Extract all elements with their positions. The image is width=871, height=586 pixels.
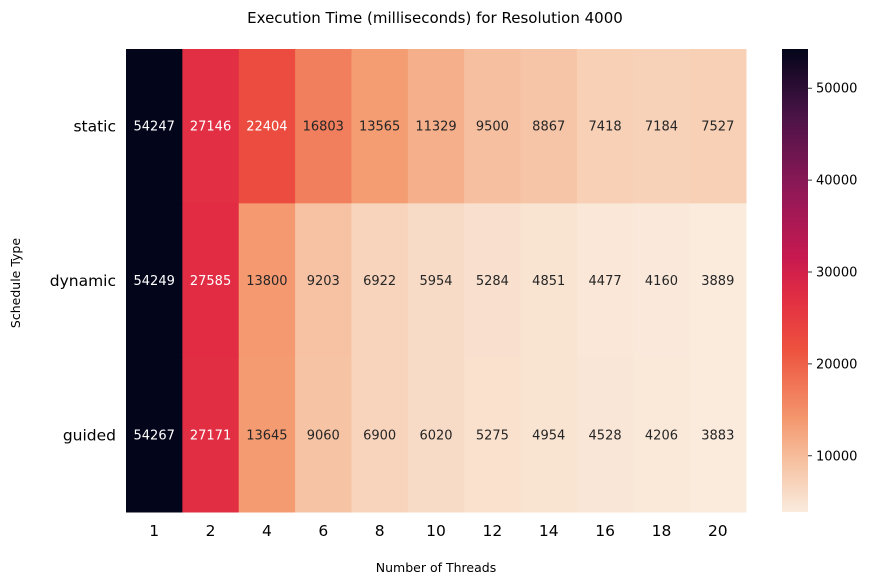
x-tick-label: 10 [426,522,446,540]
cell-value-label: 11329 [415,120,456,135]
cell-value-label: 9060 [307,428,340,443]
x-tick-label: 18 [652,522,672,540]
cell-value-label: 6900 [363,428,396,443]
colorbar [782,49,808,512]
heatmap-cell [126,203,183,359]
cell-value-label: 8867 [532,120,565,135]
heatmap-cell [407,49,465,204]
heatmap-cell [407,203,465,359]
cell-value-label: 54267 [134,428,175,443]
cell-value-label: 4477 [589,274,622,289]
heatmap-cell [520,203,578,359]
x-tick-label: 20 [708,522,728,540]
heatmap-cell [576,357,634,513]
y-tick-labels: static dynamic guided [50,118,116,445]
heatmap-cell [182,357,240,513]
heatmap-cell [576,203,634,359]
heatmap-cell [689,49,747,204]
heatmap-cell [520,49,578,204]
cell-value-label: 22404 [246,120,287,135]
x-tick-labels: 1 2 4 6 8 10 12 14 16 18 20 [149,522,727,540]
heatmap-cell [407,357,465,513]
heatmap-cell [295,357,352,513]
y-axis-label: Schedule Type [8,238,23,328]
heatmap-cell [520,357,578,513]
heatmap-cell [689,203,747,359]
heatmap-cell [182,49,240,204]
heatmap-cell [295,49,352,204]
cell-value-label: 9500 [476,120,509,135]
heatmap-cell [351,203,409,359]
cell-value-label: 27585 [190,274,231,289]
heatmap-cell [633,357,691,513]
x-axis-label: Number of Threads [376,560,496,575]
colorbar-tick-label: 40000 [816,174,857,189]
heatmap-cell [126,49,183,204]
colorbar-ticks: 10000 20000 30000 40000 50000 [808,82,857,464]
cell-value-label: 4528 [589,428,622,443]
cell-value-label: 7418 [589,120,622,135]
heatmap-cell [238,49,296,204]
cell-value-label: 4160 [645,274,678,289]
cell-value-label: 9203 [307,274,340,289]
heatmap-cell [464,49,522,204]
cell-value-label: 6922 [363,274,396,289]
cell-value-label: 4851 [532,274,565,289]
heatmap-cell [464,357,522,513]
heatmap-cell [633,203,691,359]
x-tick-label: 6 [318,522,328,540]
cell-value-label: 13645 [246,428,287,443]
colorbar-tick-label: 10000 [816,449,857,464]
heatmap-cell [633,49,691,204]
cell-value-label: 16803 [303,120,344,135]
heatmap-cell [182,203,240,359]
cell-value-label: 3889 [701,274,734,289]
x-tick-label: 4 [262,522,272,540]
heatmap-cells: 54247 27146 22404 16803 13565 11329 9500 8867 74… [126,49,747,513]
cell-value-label: 54247 [134,120,175,135]
x-tick-label: 14 [539,522,559,540]
heatmap-cell [464,203,522,359]
x-tick-label: 2 [206,522,216,540]
chart-title: Execution Time (milliseconds) for Resolu… [247,9,623,27]
cell-value-label: 4206 [645,428,678,443]
cell-value-label: 13565 [359,120,400,135]
y-tick-label: dynamic [50,272,116,290]
y-tick-label: guided [63,426,116,444]
heatmap-cell [238,203,296,359]
heatmap-cell [351,357,409,513]
heatmap-cell [351,49,409,204]
x-tick-label: 16 [595,522,615,540]
cell-value-label: 3883 [701,428,734,443]
heatmap-cell [295,203,352,359]
cell-value-label: 27146 [190,120,231,135]
y-tick-label: static [73,118,116,136]
cell-value-label: 27171 [190,428,231,443]
heatmap-cell [576,49,634,204]
heatmap-cell [689,357,747,513]
cell-value-label: 4954 [532,428,565,443]
cell-value-label: 5284 [476,274,509,289]
colorbar-tick-label: 20000 [816,357,857,372]
cell-value-label: 5275 [476,428,509,443]
cell-value-label: 54249 [134,274,175,289]
colorbar-tick-label: 30000 [816,265,857,280]
x-tick-label: 8 [375,522,385,540]
cell-value-label: 7527 [701,120,734,135]
cell-value-label: 7184 [645,120,678,135]
cell-value-label: 5954 [419,274,452,289]
heatmap-cell [238,357,296,513]
colorbar-tick-label: 50000 [816,82,857,97]
cell-value-label: 13800 [246,274,287,289]
x-tick-label: 1 [149,522,159,540]
x-tick-label: 12 [482,522,502,540]
cell-value-label: 6020 [419,428,452,443]
heatmap-cell [126,357,183,513]
